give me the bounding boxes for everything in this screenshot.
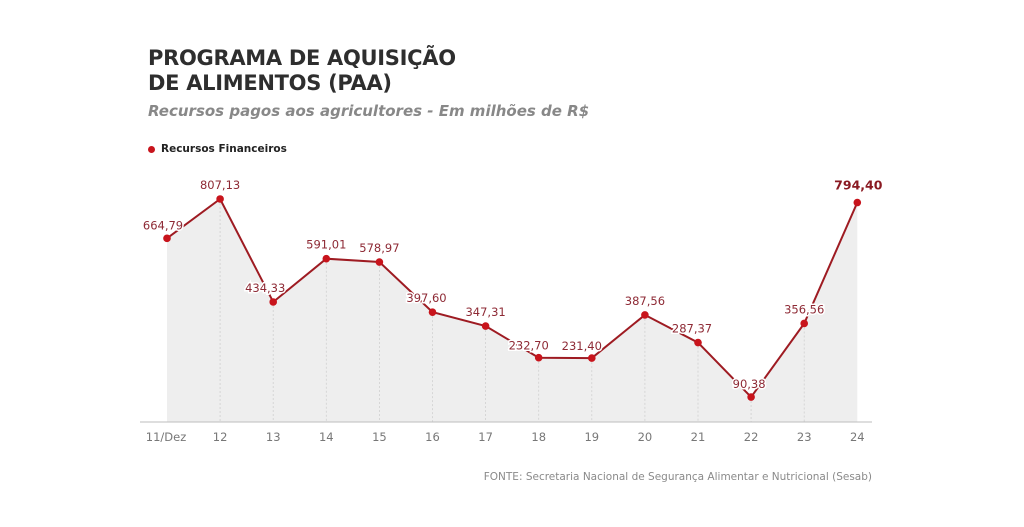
title-line-1: PROGRAMA DE AQUISIÇÃO bbox=[148, 46, 456, 70]
data-label: 287,37 bbox=[672, 322, 712, 336]
data-point bbox=[375, 258, 384, 266]
data-point bbox=[163, 234, 171, 243]
data-label: 794,40 bbox=[834, 178, 883, 193]
x-tick-label: 14 bbox=[319, 430, 334, 444]
data-point bbox=[534, 353, 543, 362]
x-tick-label: 11/Dez bbox=[146, 430, 186, 444]
data-point bbox=[322, 254, 331, 263]
data-label: 356,56 bbox=[784, 302, 824, 316]
chart-subtitle: Recursos pagos aos agricultores - Em mil… bbox=[148, 102, 590, 120]
legend: Recursos Financeiros bbox=[148, 143, 287, 155]
data-label: 387,56 bbox=[625, 294, 665, 308]
x-tick-label: 17 bbox=[478, 430, 493, 444]
data-point bbox=[481, 322, 490, 330]
data-label: 664,79 bbox=[143, 218, 183, 232]
x-tick-label: 19 bbox=[584, 430, 599, 444]
legend-label: Recursos Financeiros bbox=[161, 143, 287, 155]
x-tick-label: 24 bbox=[850, 430, 865, 444]
data-point bbox=[853, 198, 862, 207]
data-label: 347,31 bbox=[465, 305, 505, 319]
area-fill bbox=[167, 198, 858, 422]
data-label: 591,01 bbox=[306, 238, 346, 252]
data-point bbox=[694, 338, 702, 347]
data-label: 578,97 bbox=[359, 241, 399, 255]
data-label: 232,70 bbox=[509, 339, 549, 353]
data-label: 397,60 bbox=[406, 291, 446, 305]
series-line bbox=[166, 197, 859, 399]
chart-title: PROGRAMA DE AQUISIÇÃO DE ALIMENTOS (PAA) bbox=[148, 46, 456, 96]
data-point bbox=[747, 393, 755, 401]
x-tick-label: 15 bbox=[372, 430, 387, 444]
legend-marker-icon bbox=[148, 145, 155, 153]
x-tick-label: 18 bbox=[531, 430, 546, 444]
data-label: 231,40 bbox=[562, 339, 602, 353]
data-point bbox=[588, 354, 596, 362]
data-label: 90,38 bbox=[733, 377, 766, 391]
x-tick-label: 21 bbox=[691, 430, 706, 444]
data-point bbox=[269, 298, 278, 306]
data-point bbox=[428, 308, 437, 316]
title-line-2: DE ALIMENTOS (PAA) bbox=[148, 71, 392, 95]
x-tick-label: 23 bbox=[797, 430, 812, 444]
data-point bbox=[800, 319, 808, 328]
x-tick-label: 22 bbox=[744, 430, 759, 444]
data-label: 807,13 bbox=[200, 178, 240, 192]
data-point bbox=[641, 311, 649, 319]
x-tick-label: 20 bbox=[638, 430, 653, 444]
source-note: FONTE: Secretaria Nacional de Segurança … bbox=[483, 471, 872, 483]
data-point bbox=[216, 195, 224, 203]
x-tick-label: 12 bbox=[213, 430, 228, 444]
x-tick-label: 13 bbox=[266, 430, 281, 444]
x-tick-label: 16 bbox=[425, 430, 440, 444]
data-label: 434,33 bbox=[245, 281, 285, 295]
